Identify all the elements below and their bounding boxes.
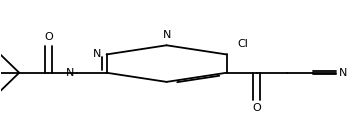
Text: O: O (44, 32, 53, 42)
Text: N: N (338, 68, 347, 78)
Text: N: N (93, 49, 101, 59)
Text: O: O (252, 103, 261, 113)
Text: N: N (66, 68, 74, 78)
Text: Cl: Cl (237, 39, 248, 49)
Text: N: N (163, 30, 171, 40)
